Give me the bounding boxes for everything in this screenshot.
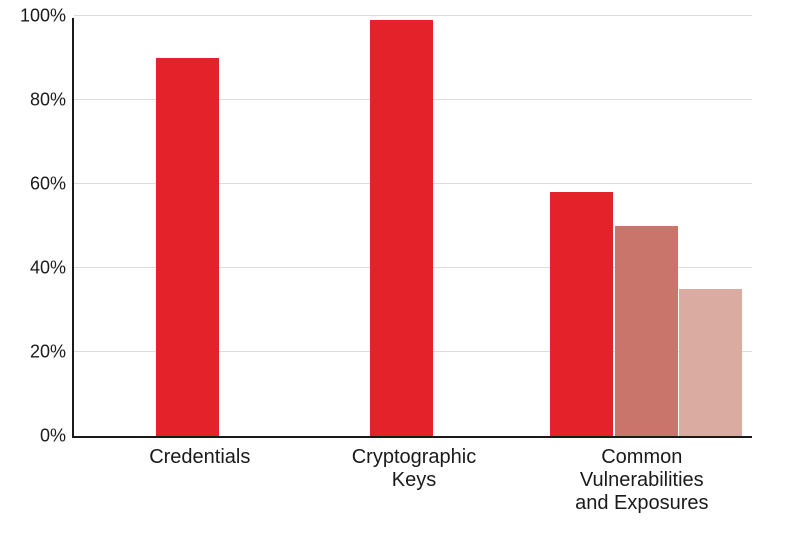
ytick-label: 20% — [30, 342, 74, 363]
ytick-label: 100% — [20, 6, 74, 27]
xtick-label: Credentials — [98, 436, 302, 469]
ytick-label: 80% — [30, 90, 74, 111]
bar — [679, 289, 742, 436]
xtick-label: CryptographicKeys — [312, 436, 516, 492]
ytick-label: 40% — [30, 258, 74, 279]
plot-area: 0%20%40%60%80%100%CredentialsCryptograph… — [72, 18, 752, 438]
bar — [550, 192, 613, 436]
xtick-label: CommonVulnerabilitiesand Exposures — [540, 436, 744, 515]
ytick-label: 60% — [30, 174, 74, 195]
bar-chart: 0% 20% 40% 60% 80% 100% Credentials Cryptograph… — [0, 0, 800, 533]
gridline — [74, 15, 752, 16]
ytick-label: 0% — [40, 426, 74, 447]
bar — [615, 226, 678, 436]
bar — [156, 58, 219, 436]
bar — [370, 20, 433, 436]
